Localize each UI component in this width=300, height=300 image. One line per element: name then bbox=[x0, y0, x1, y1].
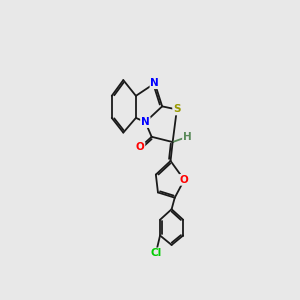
Text: O: O bbox=[136, 142, 145, 152]
Text: H: H bbox=[183, 132, 192, 142]
Text: Cl: Cl bbox=[150, 248, 161, 258]
Text: N: N bbox=[150, 78, 159, 88]
Text: S: S bbox=[173, 104, 181, 115]
Text: N: N bbox=[141, 117, 150, 127]
Text: O: O bbox=[180, 175, 189, 185]
